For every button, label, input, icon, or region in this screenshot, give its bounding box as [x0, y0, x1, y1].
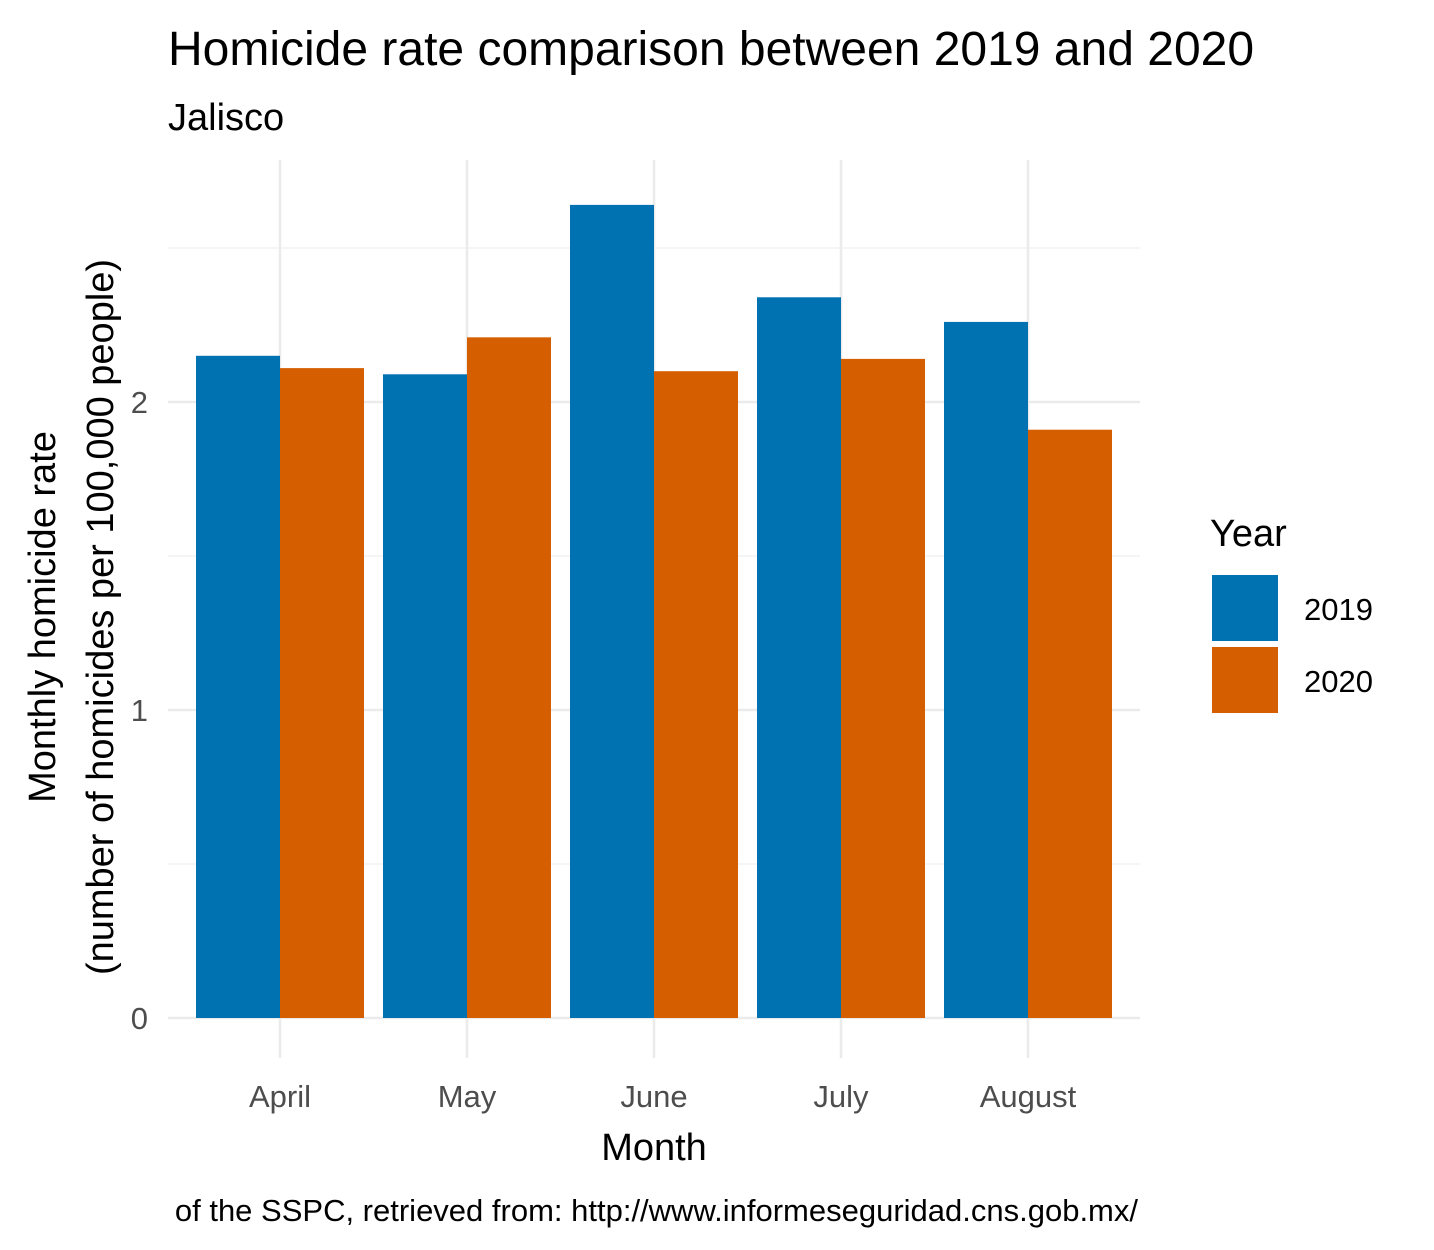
- y-tick-label: 2: [131, 385, 148, 420]
- y-tick-labels: 0 1 2: [131, 385, 148, 1036]
- legend-label-2020: 2020: [1304, 664, 1373, 699]
- bar-may-2019: [383, 374, 467, 1018]
- bar-july-2019: [757, 297, 841, 1018]
- bar-june-2020: [654, 371, 738, 1018]
- legend: Year 2019 2020: [1210, 513, 1373, 713]
- bar-august-2019: [944, 321, 1028, 1018]
- bar-april-2019: [196, 355, 280, 1018]
- legend-key-2020: [1212, 647, 1278, 713]
- y-axis-title: Monthly homicide rate (number of homicid…: [22, 259, 122, 975]
- x-tick-label-april: April: [249, 1079, 311, 1114]
- y-tick-label: 0: [131, 1001, 148, 1036]
- bars: [196, 204, 1112, 1019]
- bar-june-2019: [570, 204, 654, 1018]
- y-axis-title-line2: (number of homicides per 100,000 people): [80, 259, 122, 975]
- x-tick-label-july: July: [813, 1079, 869, 1114]
- chart-title: Homicide rate comparison between 2019 an…: [168, 23, 1254, 76]
- x-tick-label-august: August: [980, 1079, 1077, 1114]
- legend-title: Year: [1210, 513, 1287, 555]
- x-tick-label-june: June: [620, 1079, 687, 1114]
- x-tick-labels: April May June July August: [249, 1079, 1077, 1114]
- bar-may-2020: [467, 337, 551, 1018]
- bar-july-2020: [841, 358, 925, 1018]
- y-axis-title-line1: Monthly homicide rate: [22, 431, 64, 803]
- x-axis-title: Month: [601, 1127, 707, 1169]
- legend-key-2019: [1212, 575, 1278, 641]
- bar-august-2020: [1028, 429, 1112, 1019]
- x-tick-label-may: May: [438, 1079, 497, 1114]
- chart-subtitle: Jalisco: [168, 97, 284, 139]
- legend-label-2019: 2019: [1304, 592, 1373, 627]
- y-tick-label: 1: [131, 693, 148, 728]
- bar-april-2020: [280, 368, 364, 1018]
- chart-caption: of the SSPC, retrieved from: http://www.…: [175, 1193, 1139, 1228]
